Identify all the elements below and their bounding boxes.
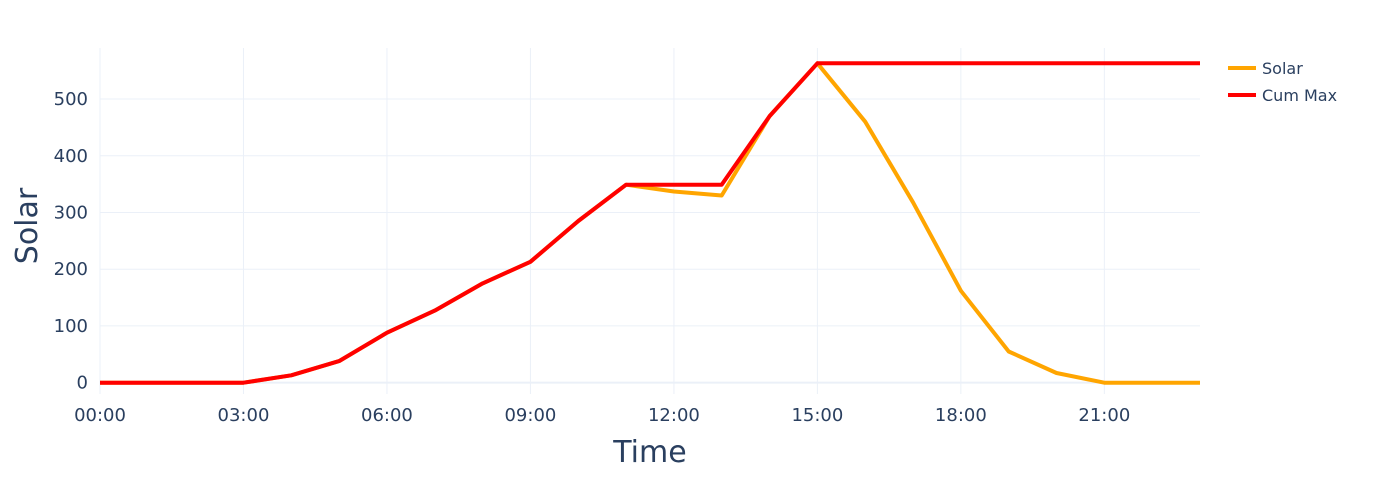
x-tick-label: 03:00 [218,405,270,426]
x-tick-label: 15:00 [791,405,843,426]
x-axis-title: Time [612,435,686,470]
series-line-cum-max [100,61,1200,385]
x-tick-label: 21:00 [1078,405,1130,426]
legend: Solar Cum Max [1228,59,1337,105]
x-tick-label: 12:00 [648,405,700,426]
x-tick-label: 00:00 [74,405,126,426]
x-tick-labels: 00:00 03:00 06:00 09:00 12:00 15:00 18:00 21:00 [74,405,1130,426]
series-line-solar [100,61,1200,385]
y-tick-label: 500 [54,89,88,110]
y-tick-labels: 0 100 200 300 400 500 [54,89,88,394]
series-layer [100,61,1200,385]
legend-label: Cum Max [1262,86,1337,105]
x-tick-label: 06:00 [361,405,413,426]
y-tick-label: 0 [77,373,88,394]
legend-item-cum-max: Cum Max [1228,86,1337,105]
legend-label: Solar [1262,59,1303,78]
y-tick-label: 300 [54,202,88,223]
y-tick-label: 200 [54,259,88,280]
legend-item-solar: Solar [1228,59,1303,78]
x-tick-label: 18:00 [935,405,987,426]
x-tick-label: 09:00 [504,405,556,426]
y-tick-label: 400 [54,146,88,167]
y-tick-label: 100 [54,316,88,337]
grid-layer [99,48,1200,394]
y-axis-title: Solar [10,187,45,264]
